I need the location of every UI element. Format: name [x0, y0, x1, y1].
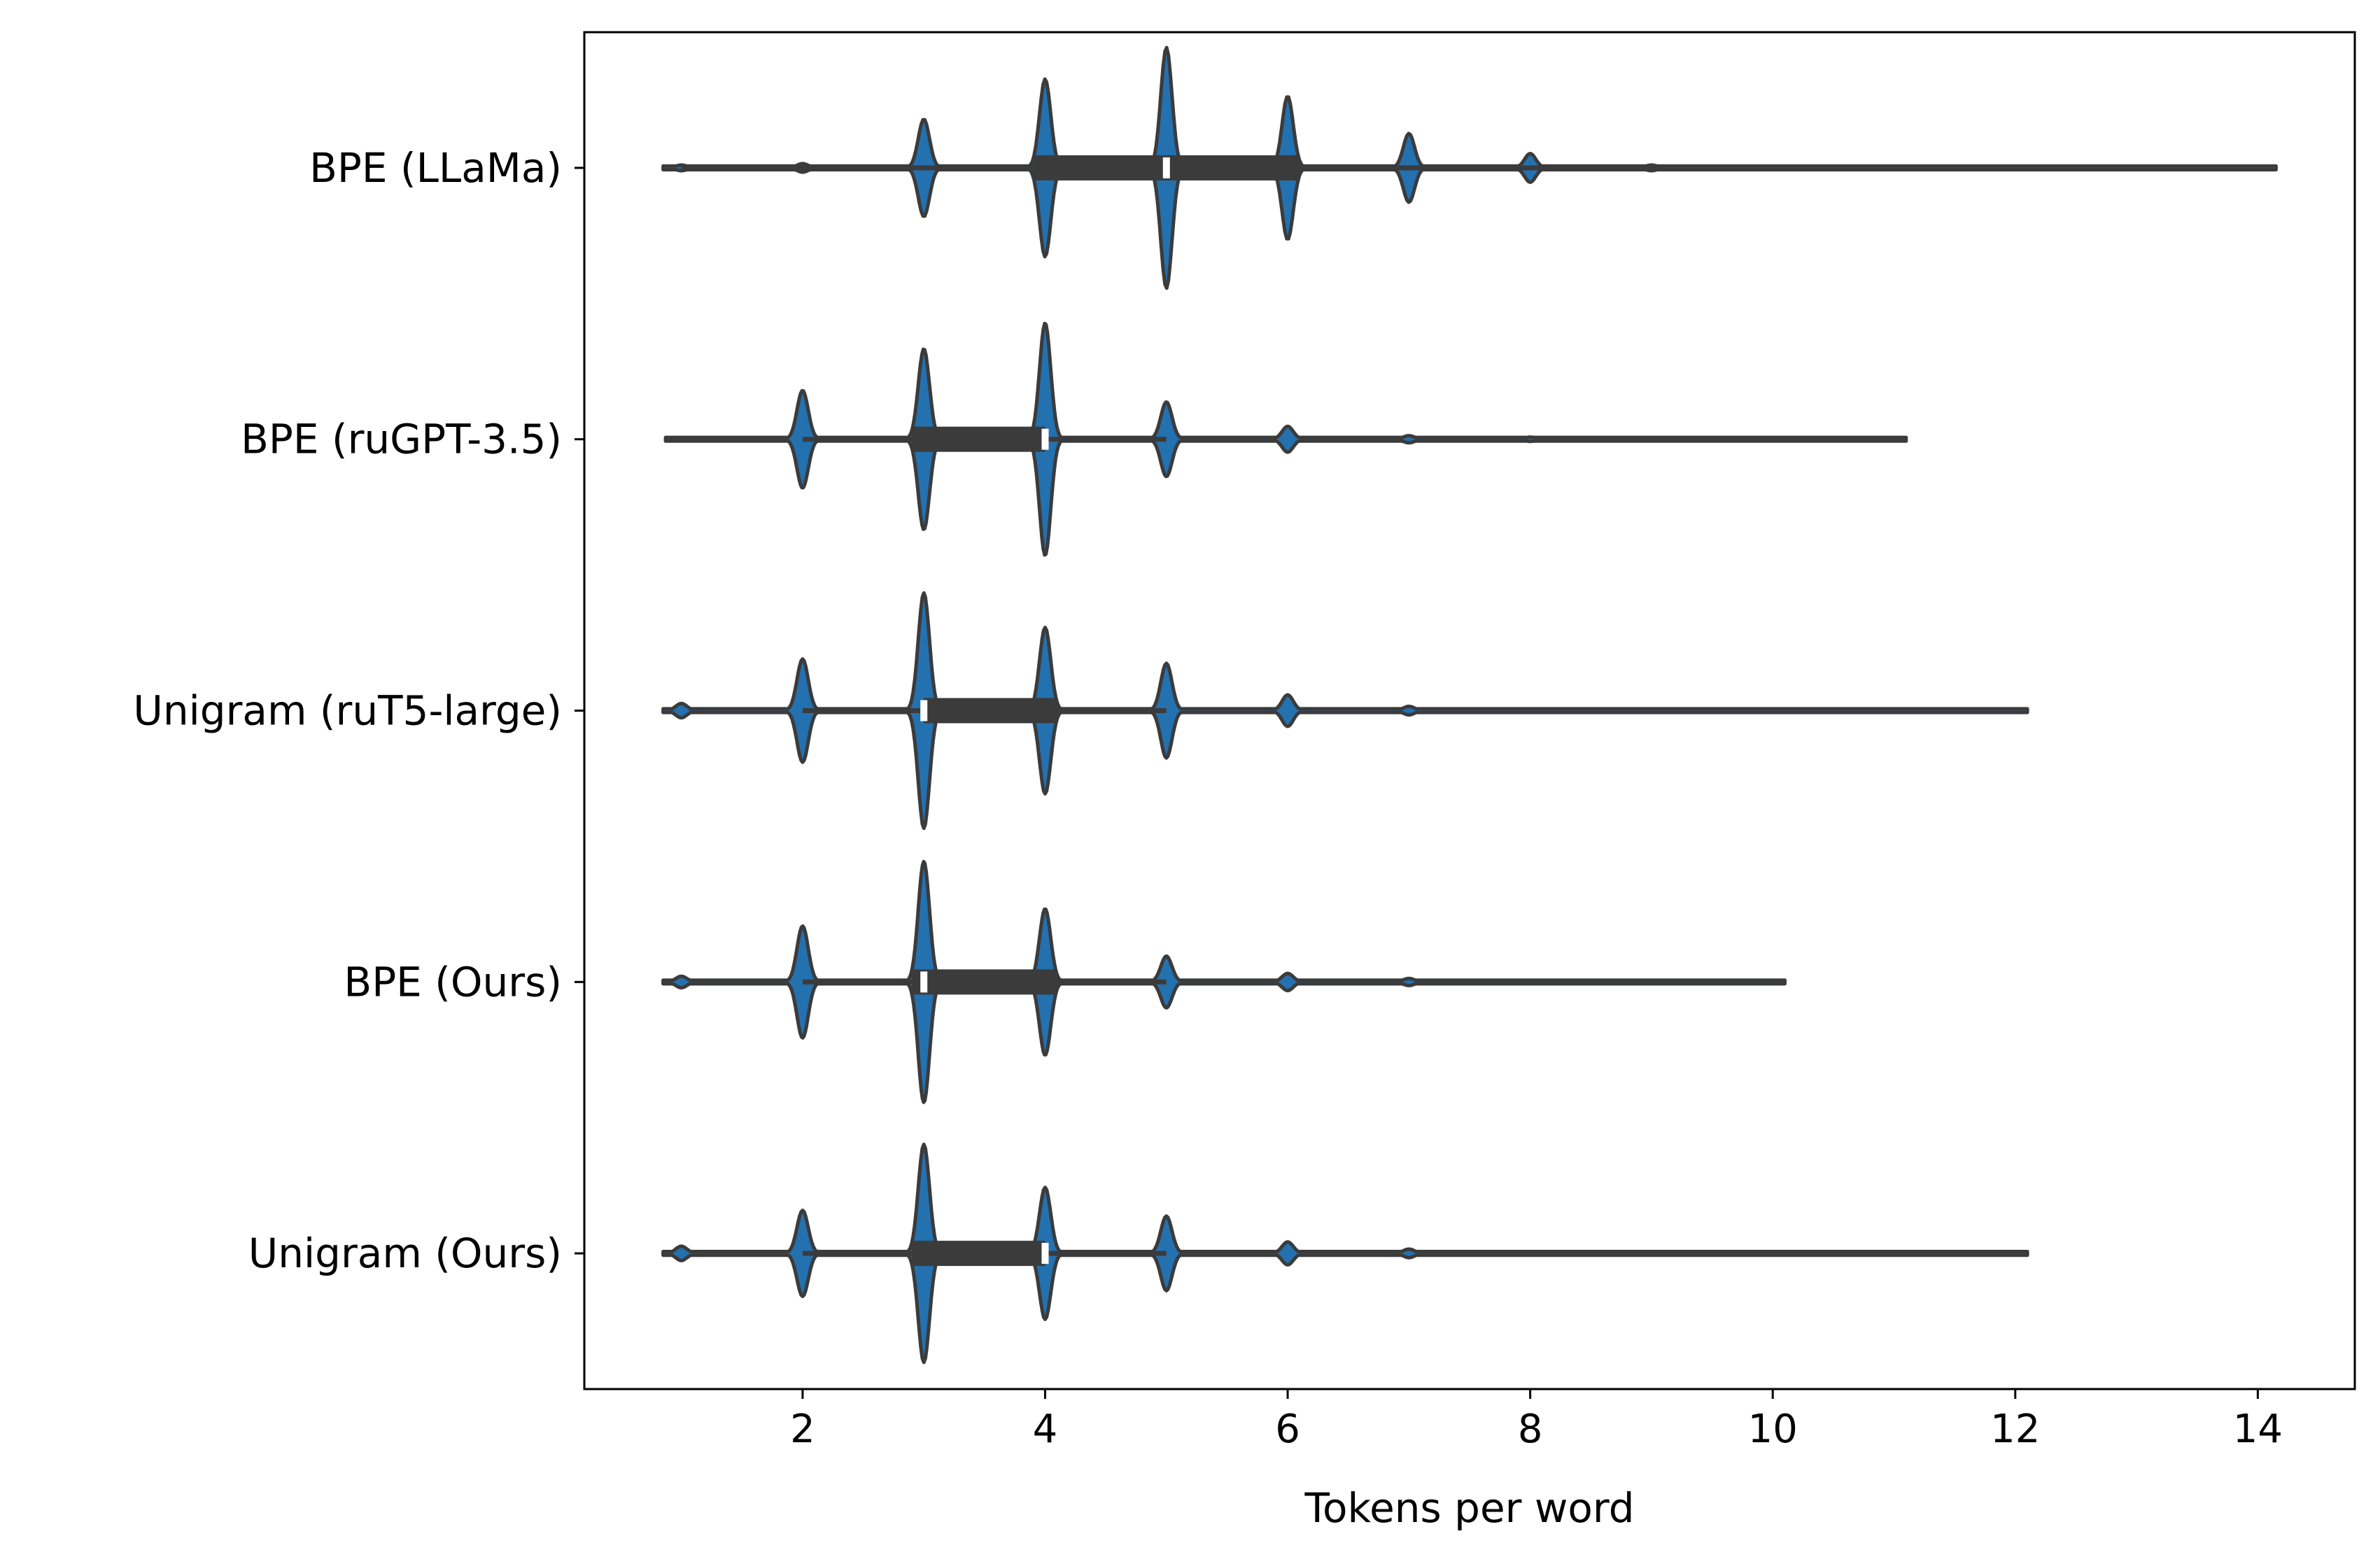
violin-median	[1041, 428, 1049, 450]
x-tick-label: 6	[1275, 1407, 1300, 1452]
violin-5	[661, 1142, 2029, 1365]
x-tick-label: 2	[790, 1407, 815, 1452]
x-axis: 2 4 6 8 10 12 14	[790, 1389, 2283, 1452]
y-axis: BPE (LLaMa) BPE (ruGPT-3.5) Unigram (ruT5-…	[133, 144, 584, 1277]
y-tick-label: Unigram (Ours)	[248, 1230, 562, 1277]
x-tick-label: 14	[2233, 1407, 2283, 1452]
violin-median	[1162, 157, 1170, 178]
y-tick-label: BPE (LLaMa)	[309, 144, 562, 192]
violin-iqr-box	[924, 698, 1057, 724]
plot-frame	[583, 31, 2356, 1390]
violin-body	[661, 859, 1787, 1104]
x-tick-label: 8	[1518, 1407, 1543, 1452]
x-tick-label: 10	[1748, 1407, 1798, 1452]
y-tick-label: BPE (Ours)	[344, 958, 562, 1006]
violin-median	[1041, 1243, 1049, 1264]
violin-4	[661, 859, 1787, 1104]
violin-median	[920, 700, 928, 721]
violin-2	[663, 321, 1908, 557]
x-axis-label: Tokens per word	[1304, 1484, 1634, 1532]
x-tick-label: 4	[1033, 1407, 1058, 1452]
violin-median	[920, 971, 928, 993]
violin-3	[661, 591, 2029, 831]
y-tick-label: Unigram (ruT5-large)	[133, 687, 562, 735]
violin-iqr-box	[911, 1241, 1045, 1267]
x-tick-label: 12	[1990, 1407, 2040, 1452]
violin-iqr-box	[911, 426, 1045, 452]
violin-1	[661, 45, 2278, 290]
violin-layer	[661, 45, 2278, 1365]
violin-iqr-box	[911, 969, 1057, 995]
y-tick-label: BPE (ruGPT-3.5)	[241, 416, 562, 463]
